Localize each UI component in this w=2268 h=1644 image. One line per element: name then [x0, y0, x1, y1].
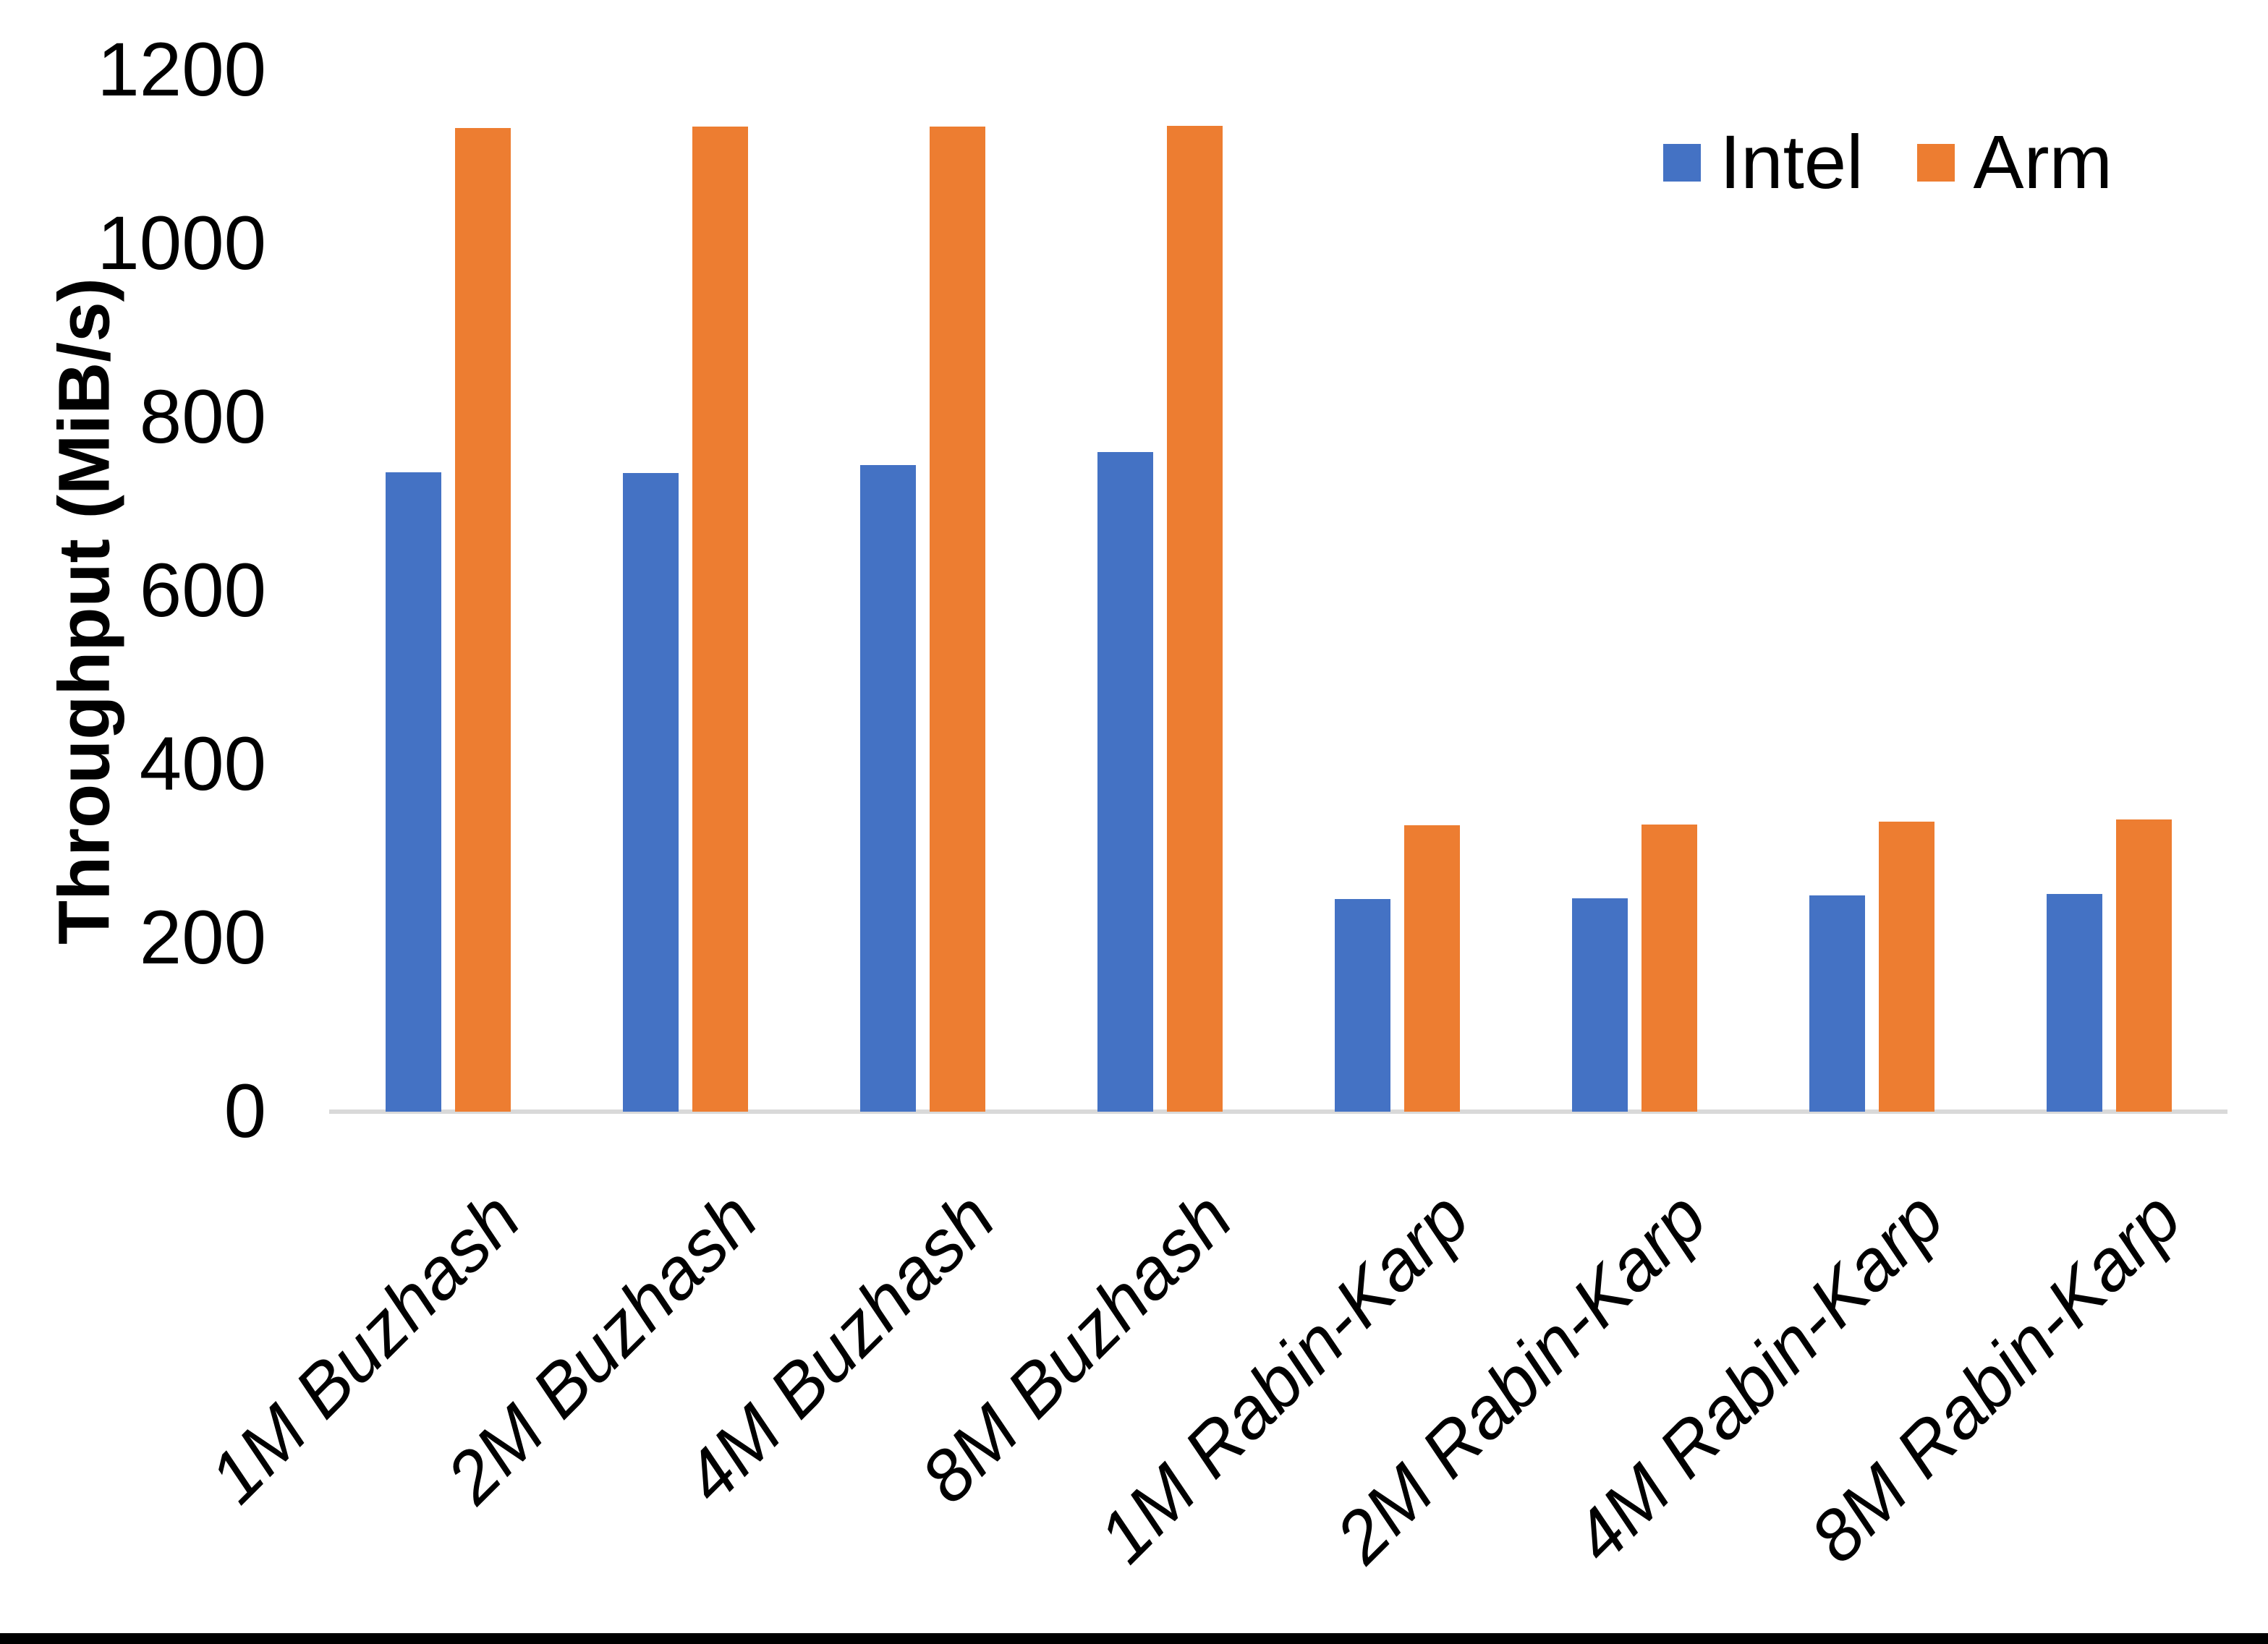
intel-bar [1571, 898, 1628, 1112]
intel-bar [1334, 899, 1390, 1112]
y-tick-label: 0 [224, 1069, 266, 1154]
y-tick-label: 200 [139, 895, 266, 980]
y-axis-ticks: 0 200 400 600 800 1000 1200 [0, 0, 266, 1644]
intel-bar [1809, 895, 1865, 1112]
x-category-label: 1M Rabin-Karp [1083, 1177, 1485, 1578]
intel-bar [1097, 452, 1153, 1112]
bar-groups [329, 70, 2227, 1112]
y-tick-label: 600 [139, 548, 266, 633]
legend-label: Arm [1973, 120, 2112, 205]
bar-group [1278, 70, 1516, 1112]
intel-bar [859, 465, 916, 1112]
x-category-label: 2M Rabin-Karp [1320, 1177, 1723, 1578]
arm-bar [929, 127, 985, 1112]
arm-bar [1641, 824, 1697, 1112]
arm-bar [454, 128, 511, 1112]
x-category-label: 8M Rabin-Karp [1795, 1177, 2197, 1578]
bottom-border [0, 1633, 2268, 1644]
legend-item-intel: Intel [1663, 120, 1864, 205]
bar-group [329, 70, 566, 1112]
legend-label: Intel [1720, 120, 1864, 205]
y-tick-label: 1200 [97, 27, 266, 112]
legend-swatch-icon [1663, 143, 1702, 182]
bar-group [1041, 70, 1278, 1112]
x-category-label: 4M Buzhash [668, 1177, 1011, 1519]
arm-bar [692, 127, 748, 1112]
x-category-label: 8M Buzhash [906, 1177, 1248, 1519]
legend-swatch-icon [1916, 143, 1955, 182]
bar-group [804, 70, 1041, 1112]
bar-group [1516, 70, 1753, 1112]
plot-area [329, 70, 2227, 1114]
bar-group [566, 70, 804, 1112]
intel-bar [385, 472, 441, 1112]
y-tick-label: 1000 [97, 201, 266, 286]
intel-bar [622, 472, 679, 1112]
legend: Intel Arm [1663, 124, 2112, 200]
bar-group [1990, 70, 2227, 1112]
arm-bar [1166, 125, 1223, 1112]
x-category-label: 4M Rabin-Karp [1558, 1177, 1960, 1578]
intel-bar [2046, 893, 2102, 1112]
arm-bar [1403, 825, 1460, 1112]
arm-bar [2115, 819, 2172, 1112]
legend-item-arm: Arm [1916, 120, 2112, 205]
x-category-label: 2M Buzhash [431, 1177, 773, 1519]
y-tick-label: 400 [139, 722, 266, 806]
y-tick-label: 800 [139, 375, 266, 459]
bar-group [1753, 70, 1990, 1112]
x-axis-line [329, 1110, 2227, 1114]
arm-bar [1878, 822, 1934, 1112]
